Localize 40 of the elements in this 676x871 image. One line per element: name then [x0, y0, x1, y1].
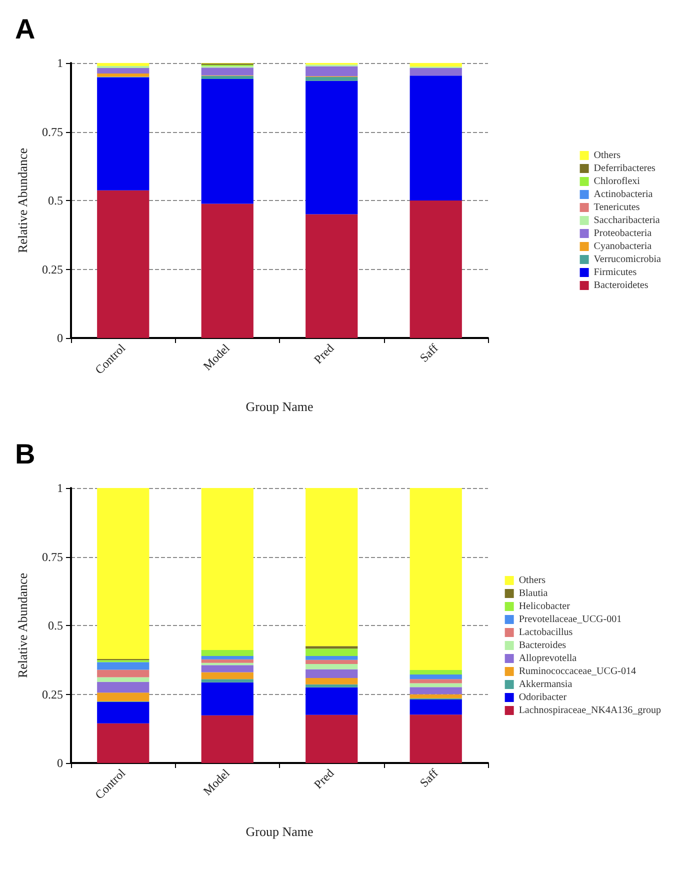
legend-label: Saccharibacteria: [594, 215, 660, 226]
legend-label: Odoribacter: [518, 692, 568, 703]
text: A: [15, 14, 36, 44]
legend-label: Actinobacteria: [594, 189, 654, 200]
legend-label: Ruminococcaceae_UCG-014: [518, 666, 636, 677]
legend-label: Bacteroidetes: [594, 280, 648, 291]
legend-label: Others: [594, 150, 621, 161]
x-axis-title: Group Name: [246, 824, 314, 839]
legend-label: Lachnospiraceae_NK4A136_group: [518, 705, 662, 716]
legend-label: Chloroflexi: [594, 176, 640, 187]
legend-label: Akkermansia: [518, 679, 573, 690]
y-tick-label: 0.5: [48, 618, 63, 632]
legend-label: Others: [518, 575, 546, 586]
y-tick-label: 0.25: [42, 262, 63, 276]
x-tick-label: Saff: [416, 766, 441, 790]
x-axis-title: Group Name: [246, 399, 314, 414]
legend-label: Proteobacteria: [594, 228, 652, 239]
y-tick-label: 0.5: [48, 194, 63, 208]
legend-label: Tenericutes: [594, 202, 640, 213]
y-axis-title: Relative Abundance: [15, 572, 30, 678]
legend-label: Deferribacteres: [594, 163, 656, 174]
legend-label: Bacteroides: [518, 640, 566, 651]
y-axis-title: Relative Abundance: [15, 148, 30, 254]
legend-label: Lactobacillus: [518, 627, 573, 638]
legend-label: Firmicutes: [594, 267, 637, 278]
y-tick-label: 0.25: [42, 687, 63, 702]
legend-label: Alloprevotella: [518, 653, 578, 664]
text: B: [15, 438, 36, 470]
legend-label: Prevotellaceae_UCG-001: [518, 614, 622, 625]
y-tick-label: 0.75: [42, 124, 63, 139]
legend-label: Cyanobacteria: [594, 241, 652, 252]
legend-label: Verrucomicrobia: [594, 254, 662, 265]
legend-label: Blautia: [518, 588, 548, 599]
y-tick-label: 1: [57, 56, 63, 70]
x-tick-label: Saff: [416, 341, 441, 365]
y-tick-label: 0: [57, 756, 63, 770]
legend-label: Helicobacter: [518, 601, 571, 612]
y-tick-label: 1: [57, 481, 63, 495]
y-tick-label: 0.75: [42, 550, 63, 564]
y-tick-label: 0: [57, 331, 63, 345]
